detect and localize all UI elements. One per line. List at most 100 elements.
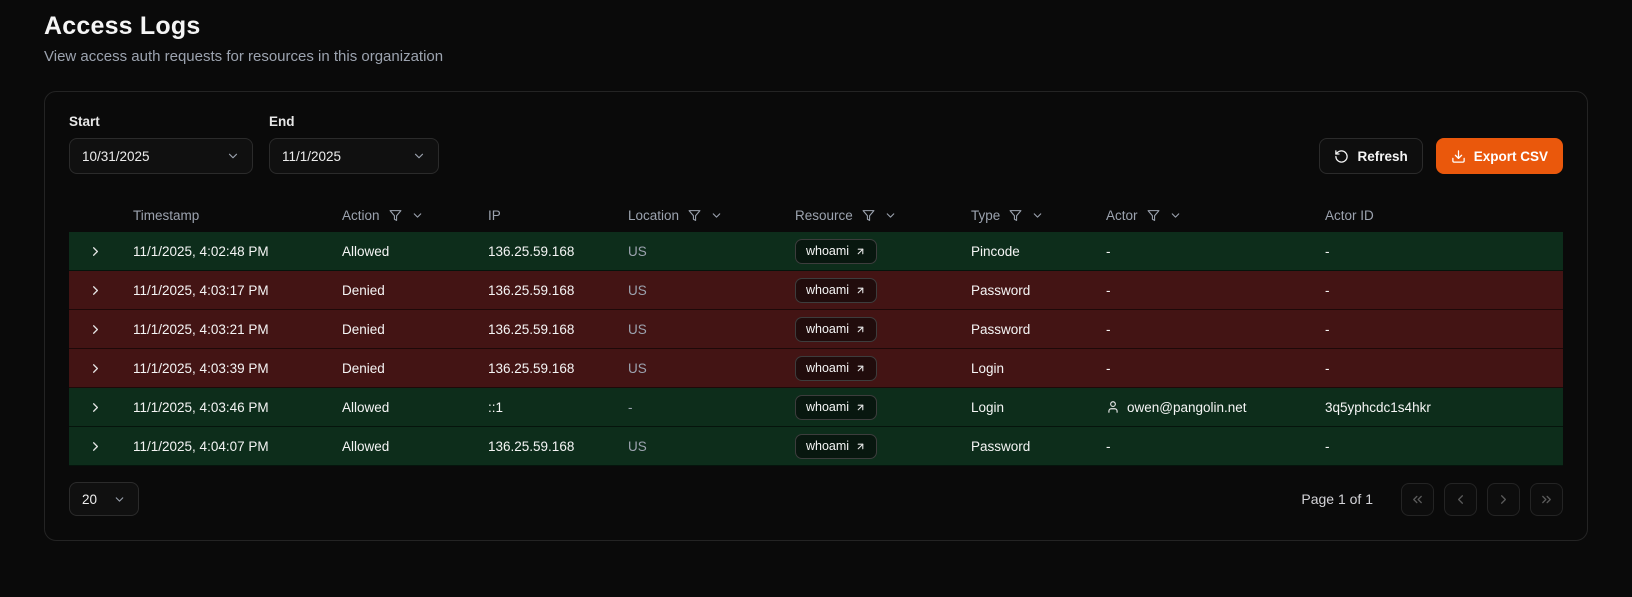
resource-badge[interactable]: whoami xyxy=(795,355,878,381)
col-label: Resource xyxy=(795,207,853,223)
resource-name: whoami xyxy=(806,400,850,414)
table-row[interactable]: 11/1/2025, 4:03:17 PM Denied 136.25.59.1… xyxy=(69,271,1563,310)
row-timestamp: 11/1/2025, 4:03:21 PM xyxy=(133,321,269,337)
filter-icon[interactable] xyxy=(1147,209,1160,222)
first-page-icon xyxy=(1410,492,1425,507)
table-row[interactable]: 11/1/2025, 4:03:21 PM Denied 136.25.59.1… xyxy=(69,310,1563,349)
row-location: US xyxy=(628,360,647,376)
row-ip: 136.25.59.168 xyxy=(488,243,575,259)
end-date-label: End xyxy=(269,114,295,129)
refresh-icon xyxy=(1334,149,1349,164)
resource-badge[interactable]: whoami xyxy=(795,238,878,264)
row-action: Denied xyxy=(342,321,385,337)
download-icon xyxy=(1451,149,1466,164)
page-info: Page 1 of 1 xyxy=(1301,491,1373,507)
export-csv-button[interactable]: Export CSV xyxy=(1435,138,1563,174)
row-expand-icon[interactable] xyxy=(86,242,105,261)
row-actor-text: owen@pangolin.net xyxy=(1127,399,1247,415)
row-type: Login xyxy=(971,399,1005,415)
page-title: Access Logs xyxy=(44,12,201,40)
col-header-ip: IP xyxy=(488,208,628,223)
logs-card: Start 10/31/2025 End 11/1/2025 xyxy=(44,91,1588,541)
row-location: US xyxy=(628,438,647,454)
row-timestamp: 11/1/2025, 4:04:07 PM xyxy=(133,438,269,454)
row-ip: 136.25.59.168 xyxy=(488,438,575,454)
resource-badge[interactable]: whoami xyxy=(795,394,878,420)
col-label: Action xyxy=(342,207,380,223)
table-row[interactable]: 11/1/2025, 4:04:07 PM Allowed 136.25.59.… xyxy=(69,427,1563,466)
row-location: US xyxy=(628,282,647,298)
col-label: Location xyxy=(628,207,680,223)
col-label: IP xyxy=(488,207,501,223)
row-ip: 136.25.59.168 xyxy=(488,282,575,298)
filter-icon[interactable] xyxy=(862,209,875,222)
resource-badge[interactable]: whoami xyxy=(795,316,878,342)
row-action: Allowed xyxy=(342,399,390,415)
refresh-label: Refresh xyxy=(1357,148,1408,164)
start-date-value: 10/31/2025 xyxy=(82,148,150,164)
resource-name: whoami xyxy=(806,361,850,375)
resource-badge[interactable]: whoami xyxy=(795,433,878,459)
row-location: - xyxy=(628,399,633,415)
row-expand-icon[interactable] xyxy=(86,320,105,339)
chevron-down-icon[interactable] xyxy=(884,209,897,222)
row-actor-id: - xyxy=(1325,321,1330,337)
last-page-button[interactable] xyxy=(1530,482,1563,516)
filter-icon[interactable] xyxy=(688,209,701,222)
row-ip: 136.25.59.168 xyxy=(488,360,575,376)
row-timestamp: 11/1/2025, 4:03:46 PM xyxy=(133,399,269,415)
chevron-down-icon[interactable] xyxy=(710,209,723,222)
start-date-label: Start xyxy=(69,114,100,129)
col-header-location: Location xyxy=(628,208,795,223)
row-type: Password xyxy=(971,438,1031,454)
row-actor: owen@pangolin.net xyxy=(1106,400,1315,415)
resource-badge[interactable]: whoami xyxy=(795,277,878,303)
table-row[interactable]: 11/1/2025, 4:02:48 PM Allowed 136.25.59.… xyxy=(69,232,1563,271)
row-type: Pincode xyxy=(971,243,1020,259)
row-timestamp: 11/1/2025, 4:02:48 PM xyxy=(133,243,269,259)
col-label: Actor xyxy=(1106,207,1138,223)
chevron-down-icon[interactable] xyxy=(1169,209,1182,222)
last-page-icon xyxy=(1539,492,1554,507)
filter-icon[interactable] xyxy=(389,209,402,222)
resource-name: whoami xyxy=(806,439,850,453)
row-actor-id: - xyxy=(1325,243,1330,259)
table-row[interactable]: 11/1/2025, 4:03:46 PM Allowed ::1 - whoa… xyxy=(69,388,1563,427)
chevron-down-icon[interactable] xyxy=(411,209,424,222)
col-label: Actor ID xyxy=(1325,207,1374,223)
row-expand-icon[interactable] xyxy=(86,437,105,456)
row-action: Allowed xyxy=(342,243,390,259)
row-actor: - xyxy=(1106,321,1111,337)
chevron-down-icon xyxy=(226,149,240,163)
refresh-button[interactable]: Refresh xyxy=(1319,138,1423,174)
end-date-select[interactable]: 11/1/2025 xyxy=(269,138,439,174)
row-expand-icon[interactable] xyxy=(86,359,105,378)
prev-page-button[interactable] xyxy=(1444,482,1477,516)
external-link-icon xyxy=(855,363,866,374)
page-size-select[interactable]: 20 xyxy=(69,482,139,516)
chevron-down-icon[interactable] xyxy=(1031,209,1044,222)
filter-icon[interactable] xyxy=(1009,209,1022,222)
prev-page-icon xyxy=(1453,492,1468,507)
row-type: Password xyxy=(971,282,1031,298)
resource-name: whoami xyxy=(806,244,850,258)
row-type: Password xyxy=(971,321,1031,337)
page-subtitle: View access auth requests for resources … xyxy=(44,48,444,65)
col-header-timestamp: Timestamp xyxy=(133,208,342,223)
row-actor: - xyxy=(1106,282,1111,298)
row-actor: - xyxy=(1106,360,1111,376)
row-expand-icon[interactable] xyxy=(86,281,105,300)
start-date-select[interactable]: 10/31/2025 xyxy=(69,138,253,174)
external-link-icon xyxy=(855,324,866,335)
resource-name: whoami xyxy=(806,283,850,297)
external-link-icon xyxy=(855,402,866,413)
table-row[interactable]: 11/1/2025, 4:03:39 PM Denied 136.25.59.1… xyxy=(69,349,1563,388)
next-page-button[interactable] xyxy=(1487,482,1520,516)
row-actor-id: - xyxy=(1325,360,1330,376)
row-expand-icon[interactable] xyxy=(86,398,105,417)
row-actor-id: 3q5yphcdc1s4hkr xyxy=(1325,399,1431,415)
row-action: Denied xyxy=(342,360,385,376)
first-page-button[interactable] xyxy=(1401,482,1434,516)
external-link-icon xyxy=(855,285,866,296)
col-header-action: Action xyxy=(342,208,488,223)
